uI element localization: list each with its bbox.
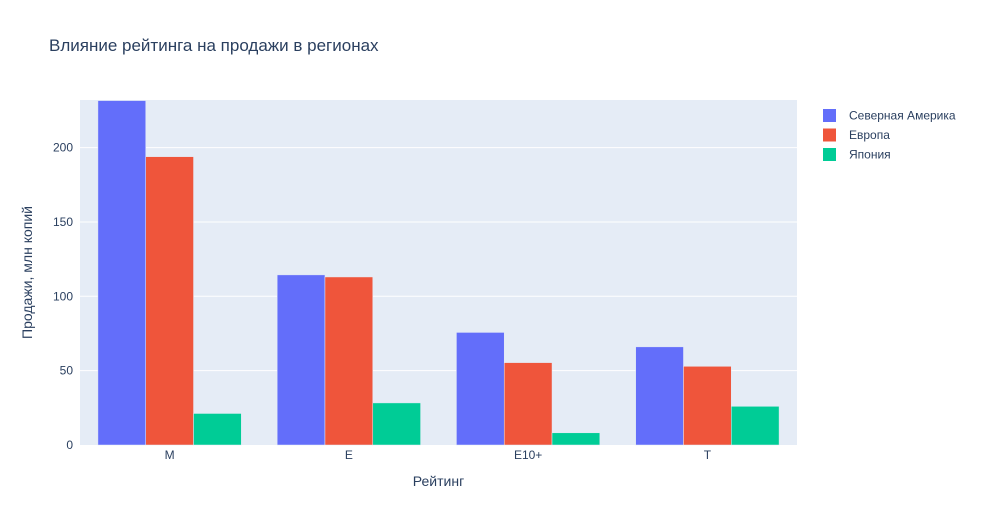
- legend-item[interactable]: Япония: [823, 148, 891, 162]
- chart-title: Влияние рейтинга на продажи в регионах: [49, 36, 379, 55]
- bar[interactable]: [276, 274, 326, 446]
- bar[interactable]: [635, 346, 684, 446]
- y-axis-ticks: 0 50 100 150 200: [53, 141, 73, 452]
- x-tick-label: E: [345, 448, 353, 462]
- y-tick-label: 0: [66, 438, 73, 452]
- x-axis-title: Рейтинг: [413, 473, 464, 489]
- y-tick-label: 150: [53, 215, 73, 229]
- x-tick-label: E10+: [514, 448, 542, 462]
- bar[interactable]: [97, 100, 146, 446]
- legend-label: Япония: [849, 148, 891, 162]
- legend-swatch: [823, 109, 836, 122]
- bar[interactable]: [324, 276, 374, 446]
- bar[interactable]: [145, 156, 194, 446]
- y-axis-title: Продажи, млн копий: [19, 206, 35, 339]
- bar[interactable]: [683, 366, 732, 446]
- bar[interactable]: [731, 406, 780, 446]
- y-tick-label: 200: [53, 141, 73, 155]
- bar[interactable]: [456, 332, 505, 446]
- legend-swatch: [823, 148, 836, 161]
- legend-swatch: [823, 128, 836, 142]
- x-tick-label: M: [165, 448, 175, 462]
- x-axis-ticks: M E E10+ T: [165, 448, 712, 462]
- legend[interactable]: Северная Америка Европа Япония: [823, 109, 956, 162]
- legend-item[interactable]: Северная Америка: [823, 109, 956, 123]
- y-tick-label: 100: [53, 289, 73, 303]
- bar[interactable]: [551, 432, 601, 446]
- bar[interactable]: [372, 402, 421, 446]
- bar[interactable]: [503, 362, 553, 446]
- legend-label: Северная Америка: [849, 109, 956, 123]
- legend-item[interactable]: Европа: [823, 128, 890, 142]
- x-tick-label: T: [704, 448, 712, 462]
- y-tick-label: 50: [60, 364, 74, 378]
- bar[interactable]: [193, 413, 242, 446]
- legend-label: Европа: [849, 128, 890, 142]
- bars: [97, 100, 780, 446]
